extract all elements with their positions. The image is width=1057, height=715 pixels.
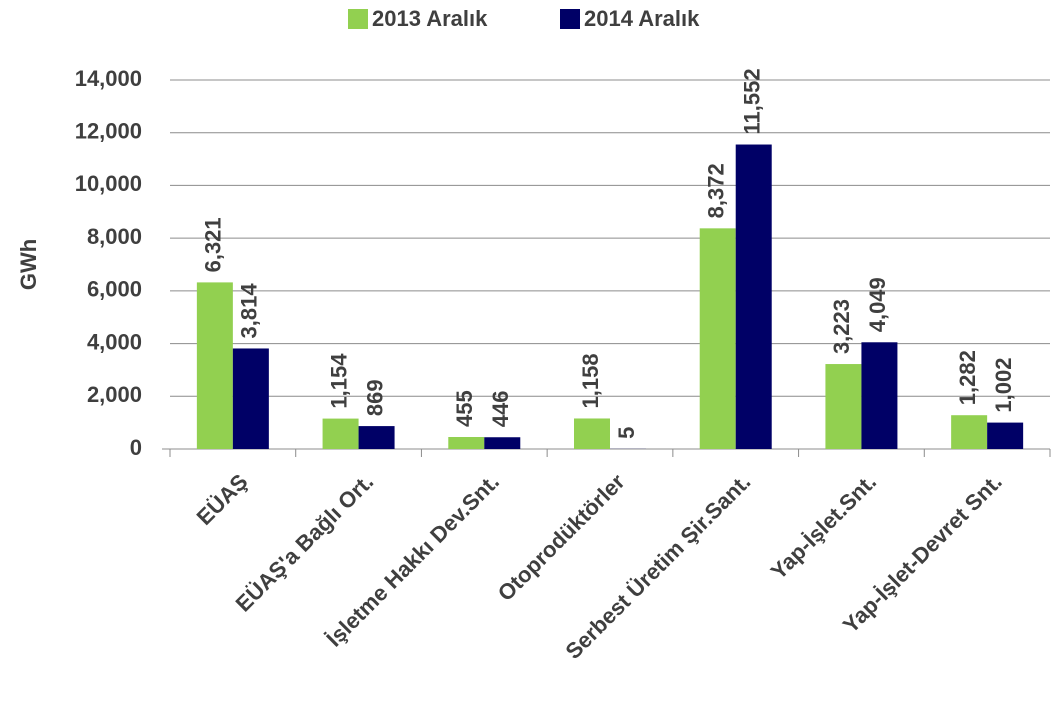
value-label: 3,814: [237, 283, 262, 339]
y-tick-label: 4,000: [87, 329, 142, 354]
value-label: 5: [614, 427, 639, 439]
legend-swatch: [348, 9, 368, 29]
legend-label: 2013 Aralık: [372, 6, 488, 31]
bar: [358, 426, 395, 449]
bar: [987, 422, 1024, 449]
bar: [951, 415, 988, 449]
y-tick-label: 0: [130, 435, 142, 460]
value-label: 3,223: [829, 299, 854, 354]
y-axis-title: GWh: [16, 239, 41, 290]
bar: [699, 228, 736, 449]
y-tick-label: 10,000: [75, 171, 142, 196]
y-tick-label: 2,000: [87, 382, 142, 407]
value-label: 446: [488, 391, 513, 428]
bar: [574, 418, 610, 449]
value-label: 11,552: [740, 68, 765, 134]
bar: [448, 437, 485, 449]
value-label: 1,158: [578, 353, 603, 408]
value-label: 869: [362, 379, 387, 416]
legend-swatch: [560, 9, 580, 29]
bar: [232, 348, 269, 449]
x-tick-label: EÜAŞ'a Bağlı Ort.: [231, 469, 379, 617]
bar: [484, 437, 521, 449]
x-tick-label: EÜAŞ: [192, 469, 253, 530]
y-tick-label: 6,000: [87, 277, 142, 302]
bar: [322, 418, 359, 449]
y-tick-label: 12,000: [75, 119, 142, 144]
bar: [196, 282, 233, 449]
bar: [735, 144, 772, 450]
value-label: 8,372: [704, 163, 729, 218]
value-label: 1,282: [955, 350, 980, 405]
legend-label: 2014 Aralık: [584, 6, 700, 31]
bar: [861, 342, 898, 449]
value-label: 4,049: [865, 277, 890, 332]
bar: [825, 364, 862, 449]
y-tick-label: 8,000: [87, 224, 142, 249]
x-tick-label: Otoprodüktörler: [493, 469, 630, 606]
value-label: 1,154: [326, 353, 351, 409]
y-tick-label: 14,000: [75, 66, 142, 91]
value-label: 455: [452, 390, 477, 427]
x-tick-label: Yap-İşlet.Snt.: [766, 469, 881, 584]
value-label: 1,002: [991, 358, 1016, 413]
value-label: 6,321: [201, 217, 226, 272]
